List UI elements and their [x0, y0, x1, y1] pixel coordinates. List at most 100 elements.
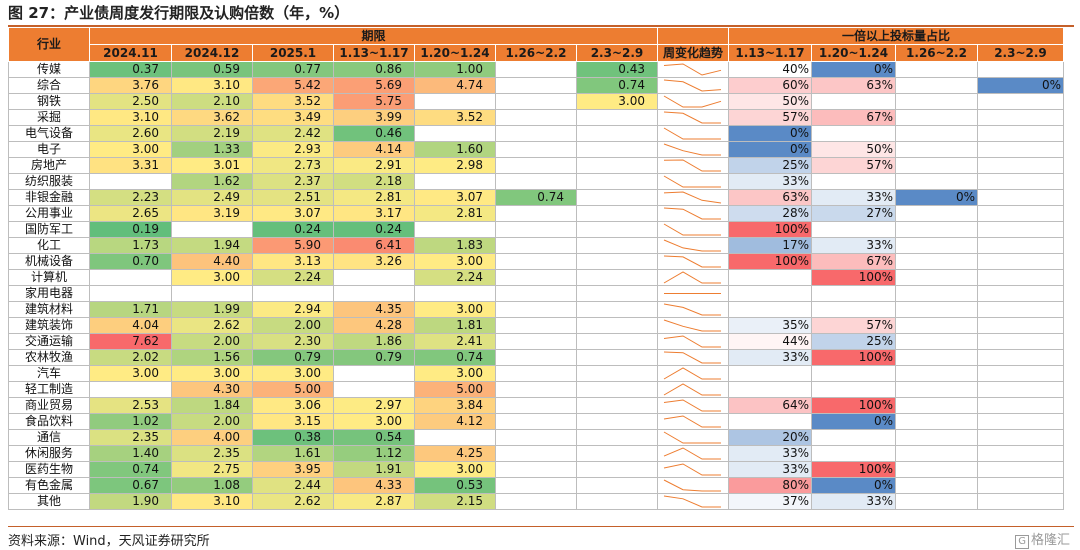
- term-cell: 2.41: [414, 333, 496, 350]
- term-cell: [495, 141, 577, 158]
- term-cell: 0.59: [171, 61, 253, 78]
- term-cell: [414, 125, 496, 142]
- trend-line: [663, 415, 721, 428]
- term-col-header: 2.3~2.9: [576, 44, 658, 62]
- term-cell: 2.00: [171, 333, 253, 350]
- term-cell: 0.19: [89, 221, 172, 238]
- ratio-cell: 100%: [811, 349, 896, 366]
- term-cell: 3.06: [252, 397, 334, 414]
- term-cell: 2.42: [252, 125, 334, 142]
- trend-line: [663, 95, 722, 108]
- term-cell: 3.01: [171, 157, 253, 174]
- ratio-cell: 33%: [811, 493, 896, 510]
- table-row: 综合 3.76 3.10 5.42 5.69 4.74 0.74 60% 63% 0%: [8, 77, 1064, 94]
- term-cell: 2.75: [171, 461, 253, 478]
- term-cell: 1.86: [333, 333, 415, 350]
- ratio-cell: [977, 493, 1064, 510]
- term-cell: 5.75: [333, 93, 415, 110]
- term-cell: [495, 429, 577, 446]
- ratio-cell: 57%: [811, 317, 896, 334]
- term-cell: [495, 237, 577, 254]
- industry-cell: 建筑装饰: [8, 317, 90, 334]
- ratio-cell: 57%: [728, 109, 812, 126]
- term-cell: [576, 461, 658, 478]
- ratio-cell: [977, 317, 1064, 334]
- term-cell: [89, 173, 172, 190]
- term-cell: 3.07: [252, 205, 334, 222]
- ratio-cell: 67%: [811, 253, 896, 270]
- term-cell: 2.98: [414, 157, 496, 174]
- term-cell: [495, 461, 577, 478]
- term-cell: 2.00: [252, 317, 334, 334]
- trend-line: [663, 335, 721, 348]
- ratio-cell: [895, 205, 978, 222]
- ratio-cell: [977, 285, 1064, 302]
- term-cell: 1.71: [89, 301, 172, 318]
- trend-sparkline: [663, 399, 721, 412]
- term-cell: 2.10: [171, 93, 253, 110]
- term-col-header: 1.26~2.2: [495, 44, 577, 62]
- term-cell: 0.54: [333, 429, 415, 446]
- industry-cell: 休闲服务: [8, 445, 90, 462]
- term-cell: 0.74: [89, 461, 172, 478]
- term-cell: 4.33: [333, 477, 415, 494]
- term-cell: [576, 301, 658, 318]
- term-cell: [576, 413, 658, 430]
- industry-cell: 商业贸易: [8, 397, 90, 414]
- term-cell: 0.37: [89, 61, 172, 78]
- trend-sparkline: [663, 431, 721, 444]
- term-cell: 2.94: [252, 301, 334, 318]
- term-cell: [495, 333, 577, 350]
- term-cell: [495, 221, 577, 238]
- term-cell: 0.53: [414, 477, 496, 494]
- term-cell: 4.74: [414, 77, 496, 94]
- bottom-rule: [8, 526, 1074, 527]
- ratio-cell: [977, 365, 1064, 382]
- term-cell: 2.00: [171, 413, 253, 430]
- term-cell: 5.42: [252, 77, 334, 94]
- term-cell: 3.13: [252, 253, 334, 270]
- term-cell: [333, 365, 415, 382]
- trend-sparkline: [663, 271, 721, 284]
- trend-line: [663, 431, 721, 444]
- term-cell: 0.74: [576, 77, 658, 94]
- industry-cell: 食品饮料: [8, 413, 90, 430]
- ratio-cell: [977, 125, 1064, 142]
- term-cell: [89, 269, 172, 286]
- ratio-cell: 67%: [811, 109, 896, 126]
- term-cell: 0.74: [414, 349, 496, 366]
- ratio-cell: 50%: [728, 93, 812, 110]
- term-cell: 2.81: [333, 189, 415, 206]
- ratio-cell: 17%: [728, 237, 812, 254]
- ratio-cell: 0%: [895, 189, 978, 206]
- ratio-cell: 64%: [728, 397, 812, 414]
- term-cell: 4.28: [333, 317, 415, 334]
- ratio-cell: 0%: [811, 61, 896, 78]
- ratio-cell: [895, 381, 978, 398]
- table-row: 家用电器: [8, 285, 1064, 302]
- term-cell: 3.17: [333, 205, 415, 222]
- term-cell: 5.69: [333, 77, 415, 94]
- trend-sparkline-cell: [657, 349, 729, 366]
- term-cell: 2.87: [333, 493, 415, 510]
- ratio-cell: 25%: [728, 157, 812, 174]
- term-cell: 2.97: [333, 397, 415, 414]
- industry-cell: 电子: [8, 141, 90, 158]
- term-cell: [495, 77, 577, 94]
- term-cell: 0.24: [333, 221, 415, 238]
- term-cell: [495, 301, 577, 318]
- term-cell: 5.00: [414, 381, 496, 398]
- term-cell: 1.12: [333, 445, 415, 462]
- ratio-cell: 33%: [728, 173, 812, 190]
- trend-sparkline-cell: [657, 93, 729, 110]
- term-cell: 0.79: [333, 349, 415, 366]
- ratio-cell: [977, 445, 1064, 462]
- term-cell: 2.93: [252, 141, 334, 158]
- trend-sparkline: [663, 303, 721, 316]
- trend-line: [663, 143, 721, 156]
- term-cell: [414, 429, 496, 446]
- trend-sparkline: [663, 143, 721, 156]
- term-cell: 3.00: [171, 269, 253, 286]
- term-cell: 2.73: [252, 157, 334, 174]
- ratio-cell: [977, 93, 1064, 110]
